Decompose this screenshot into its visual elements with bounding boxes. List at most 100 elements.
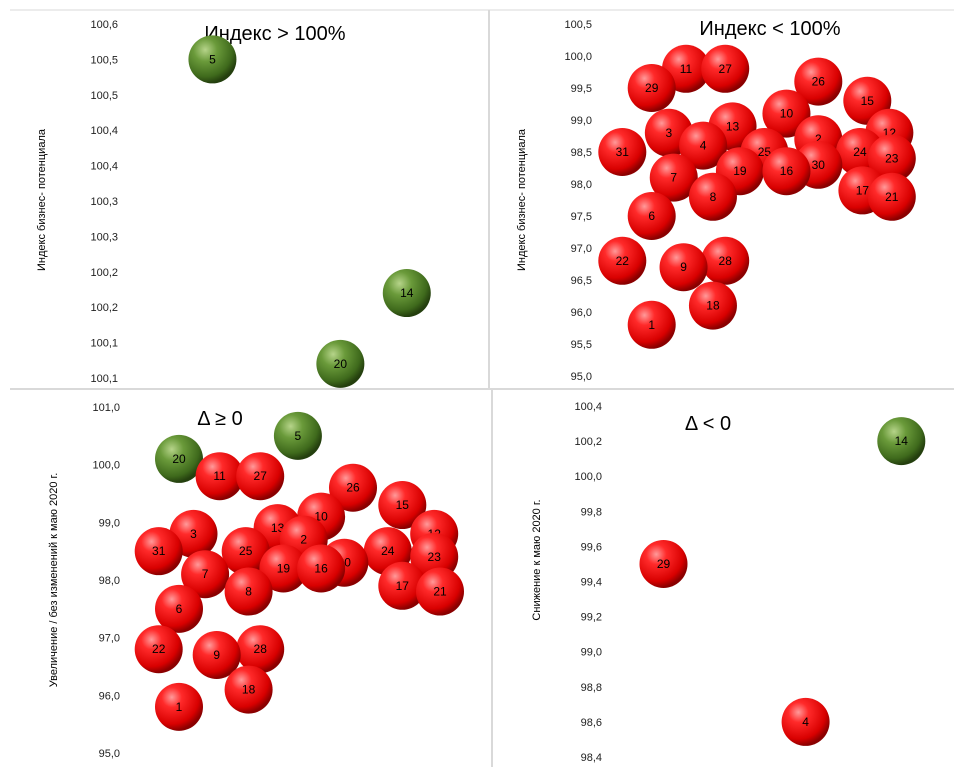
- data-point-label: 31: [152, 544, 166, 558]
- y-tick-label: 98,0: [571, 179, 592, 191]
- y-tick-label: 100,0: [574, 471, 602, 483]
- data-point-bubble: [598, 236, 647, 285]
- data-point-label: 10: [780, 107, 794, 121]
- panel-index-below-100: Индекс < 100% Индекс бизнес- потенциала …: [516, 18, 916, 383]
- data-point-label: 27: [719, 62, 733, 76]
- data-point-label: 17: [856, 183, 870, 197]
- y-tick-label: 100,3: [90, 231, 118, 243]
- data-point-bubble: [378, 481, 427, 530]
- data-point-bubble: [329, 463, 377, 512]
- data-point-bubble: [236, 452, 285, 501]
- data-point-bubble: [762, 147, 811, 196]
- data-point-label: 7: [670, 171, 677, 185]
- y-tick-label: 96,0: [99, 690, 120, 702]
- data-point-bubble: [598, 128, 647, 176]
- data-point-label: 10: [314, 510, 328, 524]
- data-point-label: 30: [812, 158, 826, 172]
- y-tick-label: 100,2: [90, 302, 118, 314]
- y-tick-label: 100,4: [90, 161, 118, 173]
- data-point-bubble: [259, 544, 308, 593]
- data-point-bubble: [181, 550, 230, 599]
- data-point-label: 4: [700, 139, 707, 153]
- chart-title: Индекс > 100%: [204, 23, 345, 45]
- data-point-label: 8: [710, 190, 717, 204]
- y-tick-label: 100,6: [90, 19, 118, 31]
- data-point-bubble: [627, 300, 676, 349]
- data-point-bubble: [195, 452, 244, 501]
- y-tick-label: 100,0: [564, 51, 592, 63]
- data-point-bubble: [155, 682, 203, 731]
- y-tick-label: 98,6: [581, 717, 602, 729]
- data-point-bubble: [134, 625, 183, 674]
- data-point-bubble: [297, 544, 346, 593]
- data-point-label: 13: [726, 119, 740, 133]
- data-point-bubble: [649, 153, 698, 202]
- data-point-bubble: [192, 630, 241, 679]
- chart-title: Δ < 0: [685, 413, 731, 435]
- data-point-bubble: [867, 172, 916, 221]
- data-point-bubble: [639, 539, 688, 588]
- data-point-label: 24: [853, 145, 867, 159]
- data-point-bubble: [155, 584, 203, 633]
- y-axis-label: Снижение к маю 2020 г.: [531, 499, 543, 620]
- data-point-bubble: [155, 434, 203, 483]
- data-point-bubble: [688, 172, 737, 221]
- data-point-bubble: [221, 527, 270, 576]
- data-point-label: 4: [802, 715, 809, 729]
- data-point-label: 23: [885, 151, 899, 165]
- y-tick-label: 96,0: [571, 307, 592, 319]
- data-point-bubble: [273, 411, 322, 460]
- y-axis-label: Индекс бизнес- потенциала: [516, 128, 528, 271]
- data-point-bubble: [224, 567, 273, 616]
- data-points: 5 14 20: [188, 35, 431, 388]
- data-point-label: 29: [657, 557, 671, 571]
- data-point-bubble: [316, 339, 365, 388]
- y-tick-label: 100,2: [574, 436, 602, 448]
- chart-title: Δ ≥ 0: [197, 408, 242, 430]
- y-tick-label: 99,6: [581, 541, 602, 553]
- data-point-bubble: [627, 64, 676, 112]
- data-point-label: 5: [209, 52, 216, 66]
- data-point-label: 14: [895, 434, 909, 448]
- y-tick-label: 100,5: [90, 90, 118, 102]
- data-point-bubble: [794, 57, 843, 106]
- y-tick-label: 97,5: [571, 211, 592, 223]
- data-point-label: 25: [758, 145, 772, 159]
- data-point-label: 1: [176, 700, 183, 714]
- y-tick-label: 98,8: [581, 682, 602, 694]
- panel-index-above-100: Индекс > 100% Индекс бизнес- потенциала …: [36, 19, 431, 388]
- data-point-label: 17: [396, 579, 410, 593]
- data-point-label: 7: [202, 567, 209, 581]
- y-tick-label: 100,1: [90, 338, 118, 350]
- data-point-label: 9: [213, 648, 220, 662]
- data-point-label: 9: [680, 260, 687, 274]
- data-point-label: 19: [733, 164, 747, 178]
- data-point-bubble: [382, 269, 431, 318]
- data-point-label: 6: [176, 602, 183, 616]
- data-point-label: 6: [648, 209, 655, 223]
- y-tick-label: 99,8: [581, 506, 602, 518]
- y-tick-label: 100,2: [90, 267, 118, 279]
- data-point-label: 1: [648, 318, 655, 332]
- y-tick-label: 95,5: [571, 339, 592, 351]
- data-point-bubble: [867, 134, 916, 183]
- y-tick-label: 99,4: [581, 577, 602, 589]
- panel-delta-negative: Δ < 0 Снижение к маю 2020 г. 98,498,698,…: [531, 401, 926, 764]
- data-point-label: 2: [815, 132, 822, 146]
- data-point-label: 5: [295, 429, 302, 443]
- y-tick-labels: 98,4 98,6 98,8 99,0 99,2 99,4 99,6 99,8 100,0 100…: [574, 401, 602, 764]
- y-axis-label: Увеличение / без изменений к маю 2020 г.: [48, 473, 60, 688]
- y-tick-label: 98,0: [99, 575, 120, 587]
- data-point-label: 15: [861, 94, 875, 108]
- y-tick-label: 100,4: [90, 125, 118, 137]
- y-tick-label: 95,0: [99, 748, 120, 760]
- y-tick-label: 97,0: [571, 243, 592, 255]
- data-point-bubble: [781, 697, 830, 746]
- data-point-label: 24: [381, 544, 395, 558]
- data-point-label: 8: [245, 585, 252, 599]
- data-point-label: 26: [346, 481, 360, 495]
- y-tick-label: 99,5: [571, 83, 592, 95]
- y-tick-label: 101,0: [92, 402, 120, 414]
- data-point-bubble: [701, 44, 750, 93]
